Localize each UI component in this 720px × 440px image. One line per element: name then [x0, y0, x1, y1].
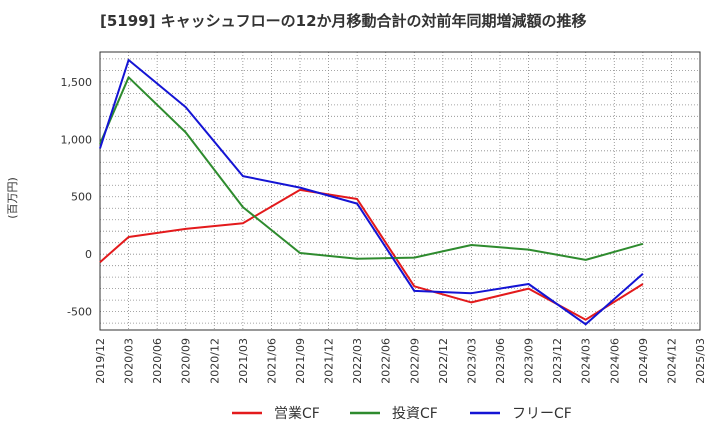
y-axis-label: (百万円)	[6, 177, 19, 219]
legend-label: 投資CF	[392, 406, 438, 422]
x-tick-label: 2024/09	[637, 338, 650, 384]
x-tick-label: 2020/03	[123, 338, 136, 384]
x-tick-label: 2023/06	[494, 338, 507, 384]
x-tick-label: 2023/03	[465, 338, 478, 384]
x-tick-label: 2024/06	[608, 338, 621, 384]
x-tick-label: 2022/09	[408, 338, 421, 384]
legend-label: フリーCF	[512, 406, 572, 422]
series-lines	[99, 59, 644, 326]
x-tick-label: 2022/03	[351, 338, 364, 384]
x-axis: 2019/12 2020/03 2020/06 2020/09 2020/12 2021/…	[94, 338, 707, 384]
series-line-0	[99, 188, 644, 321]
legend-item-2: フリーCF	[470, 406, 572, 422]
x-tick-label: 2023/09	[523, 338, 536, 384]
x-tick-label: 2020/06	[151, 338, 164, 384]
x-tick-label: 2019/12	[94, 338, 107, 384]
legend: 営業CF 投資CF フリーCF	[232, 406, 572, 422]
x-tick-label: 2022/06	[380, 338, 393, 384]
x-tick-label: 2024/12	[665, 338, 678, 384]
x-tick-label: 2024/03	[580, 338, 593, 384]
y-tick-label: -500	[67, 306, 92, 319]
x-tick-label: 2021/03	[237, 338, 250, 384]
y-tick-label: 1,500	[61, 76, 93, 89]
x-tick-label: 2022/12	[437, 338, 450, 384]
x-tick-label: 2021/12	[323, 338, 336, 384]
y-axis: -500 0 500 1,000 1,500	[61, 76, 93, 319]
series-line-1	[99, 76, 644, 261]
grid	[99, 52, 701, 330]
x-tick-label: 2021/09	[294, 338, 307, 384]
chart-title: [5199] キャッシュフローの12か月移動合計の対前年同期増減額の推移	[100, 12, 587, 30]
legend-label: 営業CF	[274, 406, 320, 422]
x-tick-label: 2021/06	[265, 338, 278, 384]
plot-frame	[99, 51, 701, 331]
x-tick-label: 2023/12	[551, 338, 564, 384]
x-tick-label: 2020/12	[208, 338, 221, 384]
y-tick-label: 1,000	[61, 133, 93, 146]
series-line-2	[99, 59, 644, 326]
y-tick-label: 500	[71, 191, 92, 204]
legend-item-0: 営業CF	[232, 406, 320, 422]
x-tick-label: 2020/09	[180, 338, 193, 384]
legend-item-1: 投資CF	[350, 406, 438, 422]
x-tick-label: 2025/03	[694, 338, 707, 384]
y-tick-label: 0	[85, 248, 92, 261]
